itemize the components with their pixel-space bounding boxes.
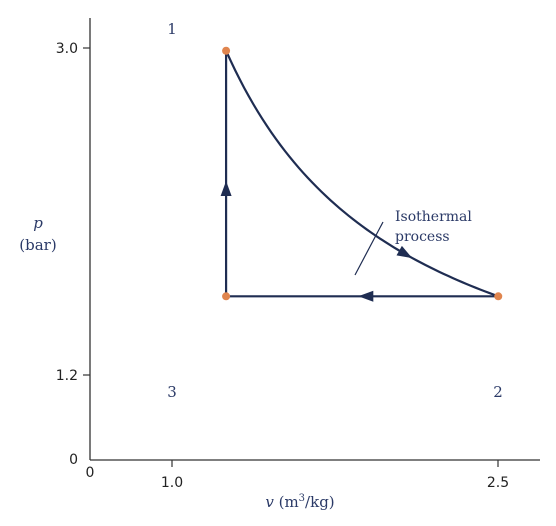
- annotation-line-1: Isothermal: [395, 209, 472, 225]
- isothermal-process-curve: [225, 50, 499, 298]
- state-point-2: [494, 292, 503, 301]
- origin-label: 0: [86, 465, 95, 481]
- x-tick-label-1.0: 1.0: [161, 475, 183, 491]
- annotation-line-2: process: [395, 229, 450, 245]
- y-axis-variable: p: [33, 214, 43, 232]
- x-axis-unit-suffix: /kg): [305, 493, 335, 511]
- state-label-3: 3: [167, 383, 177, 401]
- isothermal-direction-arrow: [396, 245, 413, 259]
- x-axis-unit-prefix: (m: [274, 493, 299, 511]
- constant-pressure-direction-arrow: [358, 290, 374, 302]
- y-axis-unit: (bar): [19, 236, 56, 254]
- state-point-1: [222, 46, 231, 55]
- constant-volume-direction-arrow: [220, 181, 232, 196]
- state-label-1: 1: [167, 20, 177, 38]
- state-point-3: [222, 292, 231, 301]
- x-tick-label-2.5: 2.5: [487, 475, 509, 491]
- x-axis-title: v (m3/kg): [265, 493, 334, 511]
- x-axis-variable: v: [265, 493, 274, 511]
- annotation-leader-line: [354, 221, 384, 276]
- y-tick-label-1.2: 1.2: [56, 368, 78, 384]
- state-label-2: 2: [493, 383, 503, 401]
- y-tick-label-3.0: 3.0: [56, 41, 78, 57]
- y-tick-label-0: 0: [69, 452, 78, 468]
- x-axis-unit-superscript: 3: [299, 493, 305, 504]
